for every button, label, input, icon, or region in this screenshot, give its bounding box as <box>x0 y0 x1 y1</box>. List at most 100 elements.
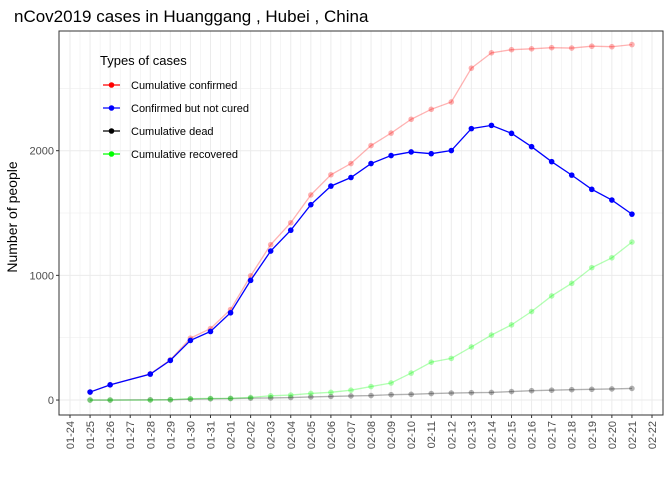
x-tick-label: 01-30 <box>185 421 197 449</box>
x-tick-label: 02-19 <box>587 421 599 449</box>
data-point <box>107 382 113 388</box>
data-point <box>388 391 394 398</box>
data-point <box>147 396 154 403</box>
data-point <box>468 389 475 396</box>
x-tick-label: 01-31 <box>205 421 217 449</box>
series-line <box>90 241 633 401</box>
data-point <box>308 394 314 400</box>
data-point <box>167 396 174 403</box>
data-point <box>388 130 394 136</box>
data-point <box>488 389 495 396</box>
data-point <box>247 277 254 284</box>
legend-item: Cumulative recovered <box>103 149 238 161</box>
legend-key-point <box>108 151 115 157</box>
data-point <box>488 122 495 129</box>
data-point <box>629 211 635 217</box>
data-point <box>528 46 535 52</box>
data-point <box>267 395 274 401</box>
data-point <box>508 388 515 395</box>
data-point <box>247 395 254 401</box>
data-point <box>448 147 455 154</box>
x-tick-label: 02-12 <box>446 421 458 449</box>
data-point <box>629 41 635 48</box>
series-confirmed-but-not-cured <box>87 122 635 395</box>
x-tick-label: 02-01 <box>226 421 238 449</box>
data-point <box>348 393 354 399</box>
x-axis: 01-24 01-25 01-26 01-27 01-28 01-29 01-30 01-31… <box>65 415 659 449</box>
legend-label: Cumulative recovered <box>131 149 238 161</box>
series-line <box>89 43 632 393</box>
x-tick-label: 02-10 <box>406 421 418 449</box>
data-point <box>448 390 455 396</box>
data-point <box>488 50 495 56</box>
legend-label: Cumulative dead <box>131 126 214 138</box>
data-point <box>468 65 475 71</box>
data-point <box>107 397 113 403</box>
data-point <box>328 171 334 178</box>
legend-label: Cumulative confirmed <box>131 80 237 92</box>
x-tick-label: 02-08 <box>366 421 378 449</box>
data-point <box>468 125 475 132</box>
data-point <box>428 150 435 157</box>
x-tick-label: 02-16 <box>527 421 539 449</box>
data-point <box>348 160 354 167</box>
x-tick-label: 02-06 <box>326 421 338 449</box>
data-point <box>87 397 93 403</box>
data-point <box>609 254 615 261</box>
data-point <box>308 390 314 397</box>
data-point <box>368 142 374 149</box>
x-tick-label: 02-22 <box>647 421 659 449</box>
data-point <box>328 393 334 400</box>
data-point <box>588 186 595 193</box>
data-point <box>408 391 414 398</box>
x-tick-label: 02-07 <box>346 421 358 449</box>
data-point <box>187 337 194 344</box>
y-tick-label: 2000 <box>30 146 54 158</box>
data-point <box>187 396 194 402</box>
data-point <box>428 359 435 365</box>
y-axis-label: Number of people <box>4 161 20 273</box>
x-tick-label: 01-27 <box>125 421 137 449</box>
series-layer <box>87 41 635 403</box>
data-point <box>448 99 455 105</box>
data-point <box>368 383 374 390</box>
data-point <box>227 309 234 316</box>
data-point <box>629 385 635 392</box>
data-point <box>287 227 294 234</box>
legend-key-point <box>108 128 115 134</box>
data-point <box>428 106 435 113</box>
data-point <box>147 371 154 377</box>
x-tick-label: 01-25 <box>85 421 97 449</box>
y-tick-label: 1000 <box>30 270 54 282</box>
data-point <box>267 241 274 248</box>
data-point <box>287 219 294 226</box>
data-point <box>568 386 575 393</box>
data-point <box>568 45 575 51</box>
data-point <box>588 43 595 50</box>
data-point <box>408 370 414 376</box>
plot-border <box>58 30 664 416</box>
x-tick-label: 02-20 <box>607 421 619 449</box>
x-tick-label: 02-05 <box>306 421 318 449</box>
data-point <box>207 328 214 335</box>
data-point <box>187 395 194 402</box>
x-tick-label: 02-21 <box>627 421 639 449</box>
x-tick-label: 02-13 <box>466 421 478 449</box>
legend-item: Confirmed but not cured <box>103 103 249 115</box>
series-line <box>90 387 632 401</box>
x-tick-label: 02-18 <box>567 421 579 449</box>
data-point <box>147 397 154 403</box>
x-tick-label: 02-04 <box>286 421 298 449</box>
data-point <box>408 116 414 123</box>
y-axis: 0 1000 2000 <box>30 146 59 407</box>
data-point <box>528 143 535 150</box>
legend-title: Types of cases <box>100 53 187 68</box>
data-point <box>267 393 274 399</box>
x-tick-label: 02-14 <box>486 421 498 449</box>
data-point <box>287 394 294 401</box>
data-point <box>388 380 394 386</box>
data-point <box>247 394 254 401</box>
data-point <box>508 130 515 137</box>
data-point <box>548 293 555 299</box>
